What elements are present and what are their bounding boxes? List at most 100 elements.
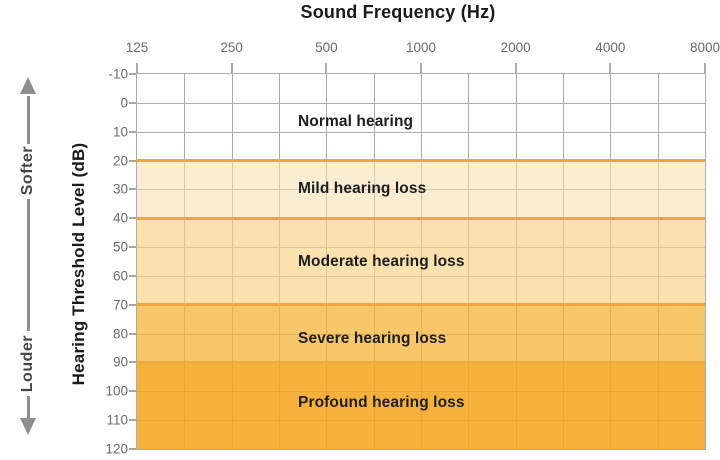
x-tick-label: 4000 (595, 40, 626, 55)
y-tick-mark (129, 448, 136, 450)
gridline-vertical (184, 74, 186, 161)
gridline-horizontal (137, 189, 705, 191)
y-tick-label: 40 (112, 210, 128, 226)
x-tick-mark (136, 63, 138, 74)
x-tick-label: 1000 (405, 40, 437, 55)
y-tick-label: 100 (105, 383, 128, 399)
y-tick-label: 30 (112, 181, 128, 197)
y-tick-label: 50 (112, 239, 128, 255)
band-boundary-line (137, 360, 705, 364)
gridline-vertical (279, 362, 280, 449)
y-tick-label: 110 (106, 412, 128, 428)
gridline-vertical (563, 362, 564, 449)
x-tick-mark (325, 63, 328, 74)
gridline-vertical (184, 218, 186, 305)
x-tick-label: 500 (315, 40, 338, 55)
y-tick-label: 20 (112, 153, 128, 169)
y-tick-mark (129, 159, 136, 162)
x-tick-mark (609, 63, 612, 74)
y-axis-title: Hearing Threshold Level (dB) (69, 142, 88, 386)
x-tick-mark (704, 63, 706, 74)
gridline-vertical (515, 74, 517, 161)
band (137, 74, 705, 161)
y-tick-label: 60 (112, 268, 128, 284)
gridline-vertical (657, 362, 659, 449)
y-tick-label: 70 (112, 297, 128, 313)
x-tick-label: 8000 (689, 40, 720, 55)
gridline-horizontal (137, 420, 705, 422)
y-tick-mark (129, 73, 136, 75)
gridline-vertical (563, 218, 564, 305)
y-tick-mark (129, 390, 136, 393)
softer-label: Softer (19, 146, 36, 196)
band-boundary-line (137, 159, 705, 163)
y-tick-label: 0 (120, 95, 128, 111)
gridline-vertical (610, 218, 612, 305)
loudness-direction-rail: Softer Louder (13, 77, 43, 435)
x-tick-label: 250 (220, 40, 243, 55)
gridline-vertical (468, 74, 470, 161)
y-tick-mark (129, 246, 136, 249)
gridline-horizontal (137, 333, 705, 335)
gridline-vertical (279, 74, 280, 161)
band (137, 160, 705, 219)
gridline-vertical (468, 218, 470, 305)
chart-title: Sound Frequency (Hz) (300, 2, 496, 22)
louder-label: Louder (19, 334, 36, 392)
y-tick-mark (129, 130, 136, 133)
gridline-vertical (515, 218, 517, 305)
gridline-vertical (468, 362, 470, 449)
y-tick-label: -10 (108, 66, 128, 82)
band (137, 362, 705, 449)
band (137, 304, 705, 363)
gridline-horizontal (137, 247, 705, 249)
y-tick-mark (129, 419, 136, 422)
gridline-horizontal (137, 391, 705, 393)
y-tick-label: 80 (112, 326, 128, 342)
gridline-vertical (610, 362, 612, 449)
gridline-vertical (279, 218, 280, 305)
gridline-vertical (184, 362, 186, 449)
x-tick-label: 125 (125, 40, 149, 55)
y-tick-mark (129, 101, 136, 104)
gridline-vertical (373, 74, 375, 161)
rail-line-middle (26, 199, 30, 331)
gridline-horizontal (137, 275, 705, 277)
x-tick-mark (230, 63, 233, 74)
rail-line-bottom (26, 396, 30, 418)
x-tick-mark (420, 63, 422, 74)
y-tick-mark (129, 274, 136, 277)
arrow-up-icon (20, 77, 36, 94)
band-label: Mild hearing loss (298, 180, 427, 198)
y-tick-label: 90 (112, 354, 128, 370)
gridline-vertical (515, 362, 517, 449)
y-tick-mark (129, 361, 136, 364)
gridline-vertical (326, 218, 328, 305)
x-tick-mark (514, 63, 517, 74)
gridline-horizontal (137, 131, 705, 133)
gridline-vertical (326, 362, 328, 449)
y-tick-mark (129, 332, 136, 335)
band-label: Profound hearing loss (298, 393, 465, 411)
band-boundary-line (137, 216, 705, 220)
rail-line-top (26, 96, 30, 144)
gridline-vertical (657, 218, 659, 305)
y-tick-mark (129, 217, 136, 220)
plot-area: Normal hearing Mild hearing loss Moderate … (136, 73, 706, 450)
gridline-vertical (231, 74, 233, 161)
y-tick-mark (129, 303, 136, 306)
gridline-vertical (421, 218, 422, 305)
y-tick-label: 10 (112, 124, 128, 140)
band-label: Moderate hearing loss (298, 252, 465, 270)
gridline-vertical (326, 74, 328, 161)
gridline-vertical (610, 74, 612, 161)
arrow-down-icon (20, 418, 36, 435)
band-label: Severe hearing loss (298, 330, 447, 348)
gridline-horizontal (137, 102, 705, 104)
band-boundary-line (137, 303, 705, 307)
band-label: Normal hearing (298, 112, 414, 130)
gridline-vertical (421, 362, 422, 449)
gridline-vertical (563, 74, 564, 161)
gridline-vertical (657, 74, 659, 161)
